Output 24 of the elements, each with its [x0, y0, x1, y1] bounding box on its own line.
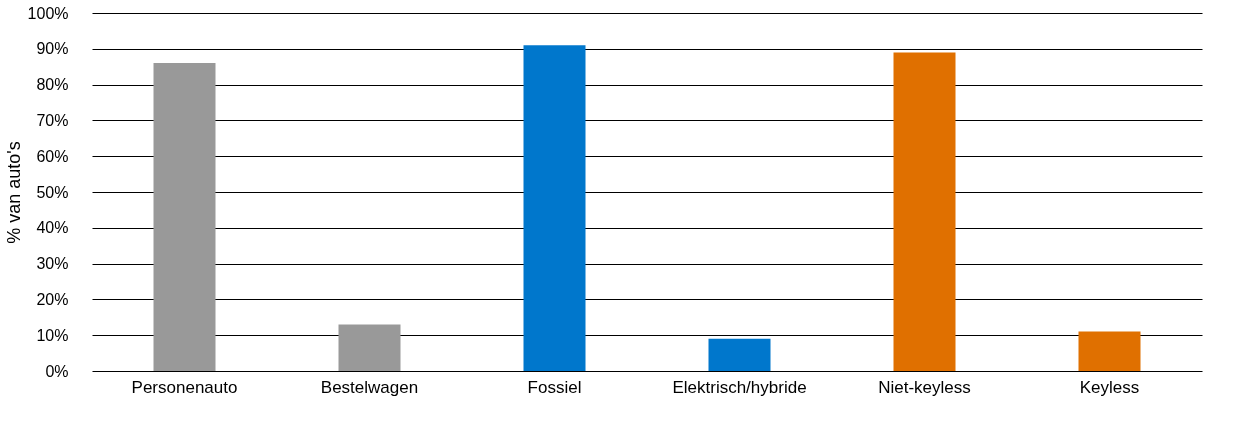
x-tick-label: Keyless: [1079, 377, 1140, 397]
bar: [1078, 331, 1141, 371]
bar: [523, 45, 586, 371]
y-tick-label: 40%: [36, 219, 69, 237]
y-tick-label: 10%: [36, 326, 69, 344]
y-tick-label: 100%: [27, 4, 69, 22]
y-tick-label: 50%: [36, 183, 69, 201]
bar: [708, 338, 771, 371]
y-tick-label: 90%: [36, 40, 69, 58]
x-tick-label: Niet-keyless: [878, 377, 971, 397]
y-tick-label: 60%: [36, 147, 69, 165]
y-tick-label: 70%: [36, 111, 69, 129]
x-tick-label: Personenauto: [131, 377, 238, 397]
y-axis-title: % van auto's: [3, 141, 24, 244]
y-tick-label: 30%: [36, 255, 69, 273]
bar: [338, 324, 401, 371]
y-tick-label: 0%: [45, 362, 69, 380]
y-tick-label: 80%: [36, 76, 69, 94]
bar: [153, 63, 216, 371]
bar: [893, 52, 956, 371]
y-tick-label: 20%: [36, 290, 69, 308]
x-tick-label: Bestelwagen: [320, 377, 419, 397]
x-tick-label: Elektrisch/hybride: [672, 377, 807, 397]
x-tick-label: Fossiel: [527, 377, 582, 397]
